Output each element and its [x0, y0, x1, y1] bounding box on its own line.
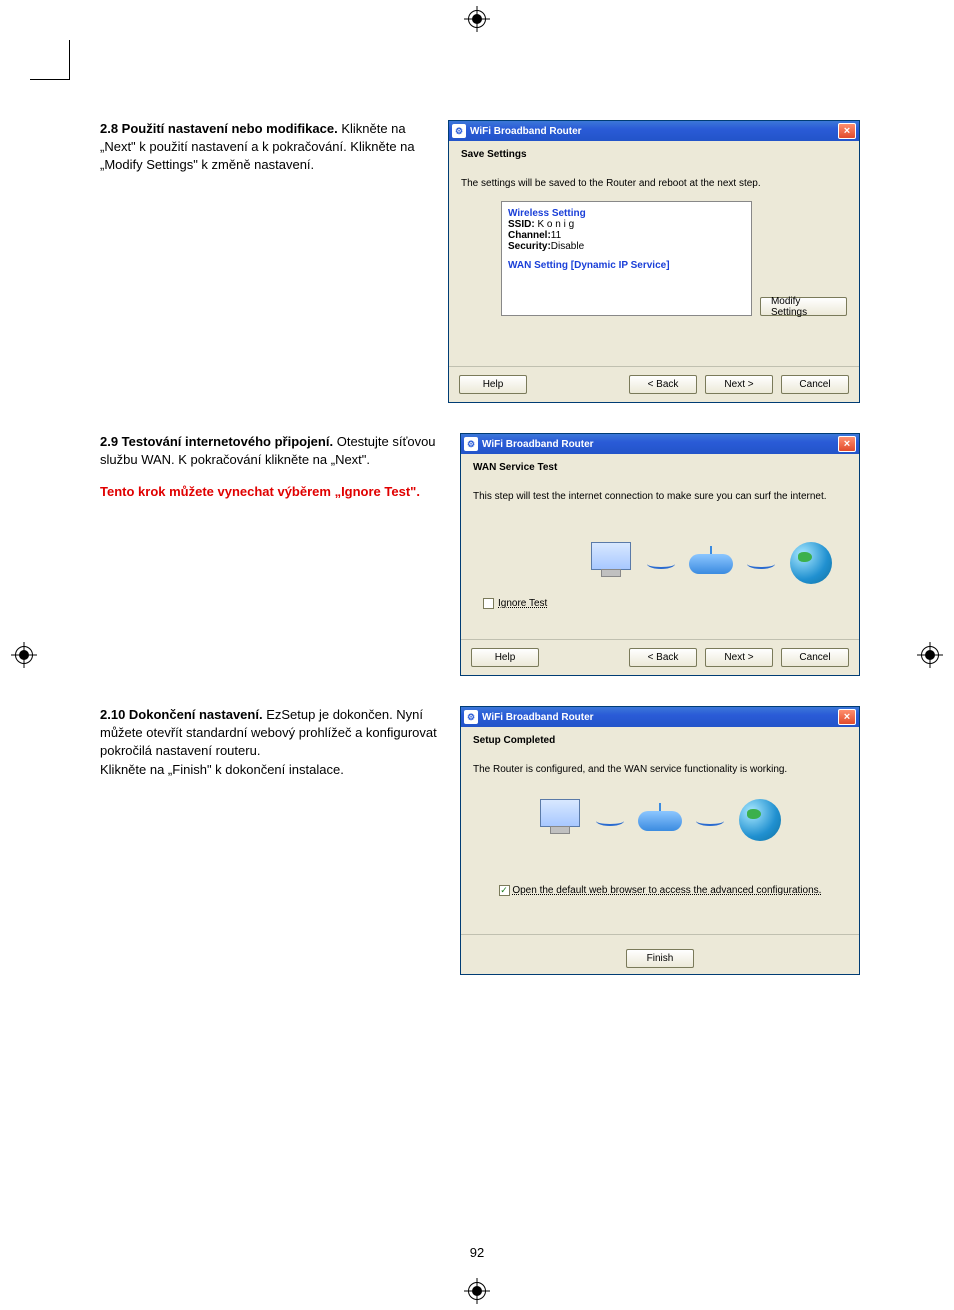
screenshot-2-8: ⚙ WiFi Broadband Router × Save Settings … — [448, 120, 860, 403]
ssid-row: SSID: K o n i g — [508, 219, 745, 230]
close-icon[interactable]: × — [838, 436, 856, 452]
ignore-test-label: Ignore Test — [498, 598, 547, 609]
next-button[interactable]: Next > — [705, 648, 773, 667]
wire-icon — [596, 816, 624, 826]
finish-button[interactable]: Finish — [626, 949, 694, 968]
globe-icon — [734, 799, 786, 843]
cancel-button[interactable]: Cancel — [781, 375, 849, 394]
app-icon: ⚙ — [464, 710, 478, 724]
settings-summary: Wireless Setting SSID: K o n i g Channel… — [501, 201, 752, 316]
dialog-body: WAN Service Test This step will test the… — [461, 454, 859, 639]
dialog-body: Save Settings The settings will be saved… — [449, 141, 859, 366]
security-row: Security:Disable — [508, 241, 745, 252]
registration-mark-bottom — [468, 1282, 486, 1300]
registration-mark-right — [921, 646, 939, 664]
wire-icon — [747, 559, 775, 569]
wan-test-dialog: ⚙ WiFi Broadband Router × WAN Service Te… — [460, 433, 860, 676]
wire-icon — [647, 559, 675, 569]
dialog-body: Setup Completed The Router is configured… — [461, 727, 859, 926]
screenshot-2-9: ⚙ WiFi Broadband Router × WAN Service Te… — [460, 433, 860, 676]
registration-mark-top — [468, 10, 486, 28]
dialog-subtitle: Save Settings — [461, 149, 847, 160]
network-graphic — [473, 799, 847, 843]
next-button[interactable]: Next > — [705, 375, 773, 394]
wan-setting-label: WAN Setting [Dynamic IP Service] — [508, 260, 745, 271]
titlebar: ⚙ WiFi Broadband Router × — [449, 121, 859, 141]
router-icon — [685, 542, 737, 586]
open-browser-label: Open the default web browser to access t… — [512, 885, 821, 896]
titlebar: ⚙ WiFi Broadband Router × — [461, 707, 859, 727]
body-2-10b: Klikněte na „Finish" k dokončení instala… — [100, 762, 344, 777]
red-note-2-9: Tento krok můžete vynechat výběrem „Igno… — [100, 483, 440, 501]
summary-row: Wireless Setting SSID: K o n i g Channel… — [461, 201, 847, 316]
help-button[interactable]: Help — [471, 648, 539, 667]
dialog-message: The settings will be saved to the Router… — [461, 178, 847, 189]
computer-icon — [534, 799, 586, 843]
screenshot-2-10: ⚙ WiFi Broadband Router × Setup Complete… — [460, 706, 860, 975]
heading-2-8: 2.8 Použití nastavení nebo modifikace. — [100, 121, 338, 136]
text-column: 2.8 Použití nastavení nebo modifikace. K… — [100, 120, 428, 175]
dialog-subtitle: WAN Service Test — [473, 462, 847, 473]
back-button[interactable]: < Back — [629, 375, 697, 394]
section-2-10: 2.10 Dokončení nastavení. EzSetup je dok… — [100, 706, 860, 975]
globe-icon — [785, 542, 837, 586]
heading-2-9: 2.9 Testování internetového připojení. — [100, 434, 333, 449]
close-icon[interactable]: × — [838, 709, 856, 725]
dialog-message: This step will test the internet connect… — [473, 491, 847, 502]
save-settings-dialog: ⚙ WiFi Broadband Router × Save Settings … — [448, 120, 860, 403]
section-2-9: 2.9 Testování internetového připojení. O… — [100, 433, 860, 676]
help-button[interactable]: Help — [459, 375, 527, 394]
open-browser-checkbox[interactable]: ✓ — [499, 885, 510, 896]
window-title: WiFi Broadband Router — [482, 712, 838, 723]
computer-icon — [585, 542, 637, 586]
router-icon — [634, 799, 686, 843]
dialog-message: The Router is configured, and the WAN se… — [473, 764, 847, 775]
close-icon[interactable]: × — [838, 123, 856, 139]
heading-2-10: 2.10 Dokončení nastavení. — [100, 707, 263, 722]
setup-completed-dialog: ⚙ WiFi Broadband Router × Setup Complete… — [460, 706, 860, 975]
app-icon: ⚙ — [452, 124, 466, 138]
wireless-setting-label: Wireless Setting — [508, 208, 745, 219]
window-title: WiFi Broadband Router — [470, 126, 838, 137]
app-icon: ⚙ — [464, 437, 478, 451]
button-row: Help < Back Next > Cancel — [461, 639, 859, 675]
dialog-subtitle: Setup Completed — [473, 735, 847, 746]
registration-mark-left — [15, 646, 33, 664]
button-row: Finish — [461, 934, 859, 974]
channel-row: Channel:11 — [508, 230, 745, 241]
back-button[interactable]: < Back — [629, 648, 697, 667]
page-number: 92 — [470, 1245, 484, 1260]
open-browser-row: ✓ Open the default web browser to access… — [473, 885, 847, 896]
section-2-8: 2.8 Použití nastavení nebo modifikace. K… — [100, 120, 860, 403]
modify-settings-button[interactable]: Modify Settings — [760, 297, 847, 316]
ignore-test-row: Ignore Test — [483, 598, 847, 609]
ignore-test-checkbox[interactable] — [483, 598, 494, 609]
text-column: 2.10 Dokončení nastavení. EzSetup je dok… — [100, 706, 440, 779]
window-title: WiFi Broadband Router — [482, 439, 838, 450]
wire-icon — [696, 816, 724, 826]
network-graphic — [473, 542, 837, 586]
cancel-button[interactable]: Cancel — [781, 648, 849, 667]
titlebar: ⚙ WiFi Broadband Router × — [461, 434, 859, 454]
page-content: 2.8 Použití nastavení nebo modifikace. K… — [100, 120, 860, 1005]
crop-mark — [30, 40, 70, 80]
text-column: 2.9 Testování internetového připojení. O… — [100, 433, 440, 502]
button-row: Help < Back Next > Cancel — [449, 366, 859, 402]
